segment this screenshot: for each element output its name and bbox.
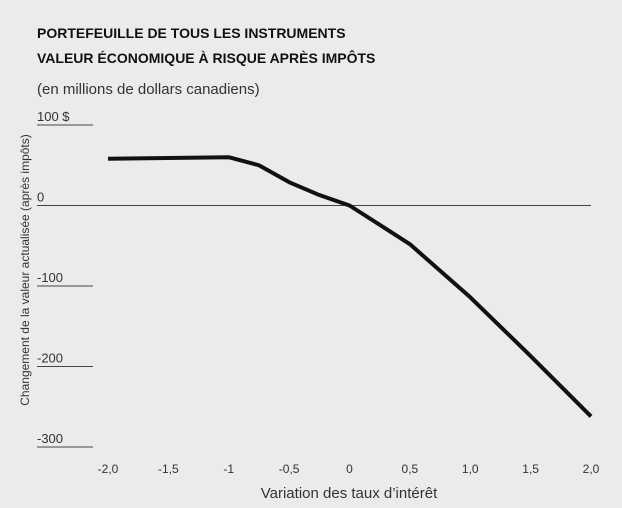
- x-tick-label: -0,5: [279, 462, 300, 476]
- x-tick-label: 2,0: [583, 462, 600, 476]
- chart-title: PORTEFEUILLE DE TOUS LES INSTRUMENTS: [37, 25, 346, 41]
- y-tick-label: 100 $: [37, 109, 70, 124]
- x-tick-label: -1: [223, 462, 234, 476]
- y-tick-label: 0: [37, 190, 44, 205]
- x-tick-label: -1,5: [158, 462, 179, 476]
- subtitle: (en millions de dollars canadiens): [37, 81, 260, 98]
- x-tick-label: 0: [346, 462, 353, 476]
- y-tick-label: -200: [37, 351, 63, 366]
- x-axis-label: Variation des taux d’intérêt: [261, 485, 438, 502]
- chart-title: VALEUR ÉCONOMIQUE À RISQUE APRÈS IMPÔTS: [37, 49, 375, 66]
- x-tick-label: 0,5: [402, 462, 419, 476]
- x-tick-label: -2,0: [98, 462, 119, 476]
- x-tick-label: 1,5: [522, 462, 539, 476]
- y-tick-label: -300: [37, 431, 63, 446]
- data-line: [107, 155, 593, 418]
- x-tick-label: 1,0: [462, 462, 479, 476]
- y-tick-label: -100: [37, 270, 63, 285]
- y-axis-label: Changement de la valeur actualisée (aprè…: [18, 134, 32, 405]
